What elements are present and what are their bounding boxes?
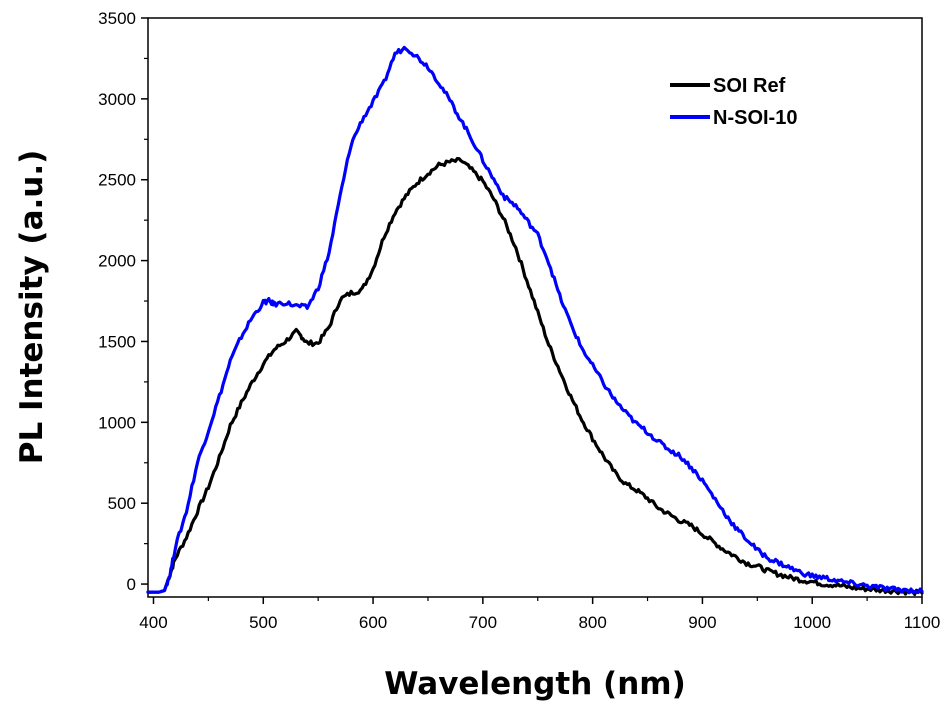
series-line-soi-ref [146, 157, 924, 596]
legend-label: SOI Ref [713, 75, 786, 97]
x-axis-title: Wavelength (nm) [384, 666, 686, 702]
x-tick-label: 1100 [904, 613, 941, 632]
y-tick-label: 500 [108, 494, 136, 513]
x-tick-label: 600 [359, 613, 387, 632]
legend: SOI Ref N-SOI-10 [670, 75, 797, 129]
x-tick-label: 1000 [793, 613, 831, 632]
plot-area [147, 17, 923, 598]
x-tick-label: 400 [139, 613, 167, 632]
series-line-n-soi-10 [146, 45, 924, 595]
x-tick-label: 700 [469, 613, 497, 632]
y-tick-label: 3500 [98, 9, 136, 28]
series-layer [146, 45, 924, 596]
x-axis-ticks: 400 500 600 700 800 900 1000 1100 [139, 597, 940, 632]
y-tick-label: 2000 [98, 252, 136, 271]
y-tick-label: 0 [127, 575, 136, 594]
y-tick-label: 3000 [98, 90, 136, 109]
y-tick-label: 1000 [98, 413, 136, 432]
x-tick-label: 800 [578, 613, 606, 632]
y-tick-label: 1500 [98, 332, 136, 351]
x-tick-label: 500 [249, 613, 277, 632]
y-tick-label: 2500 [98, 171, 136, 190]
y-axis-title: PL Intensity (a.u.) [14, 150, 50, 465]
x-tick-label: 900 [688, 613, 716, 632]
legend-label: N-SOI-10 [713, 107, 797, 129]
y-axis-ticks: 0 500 1000 1500 2000 2500 3000 3500 [98, 9, 148, 594]
plot-frame [147, 17, 923, 598]
